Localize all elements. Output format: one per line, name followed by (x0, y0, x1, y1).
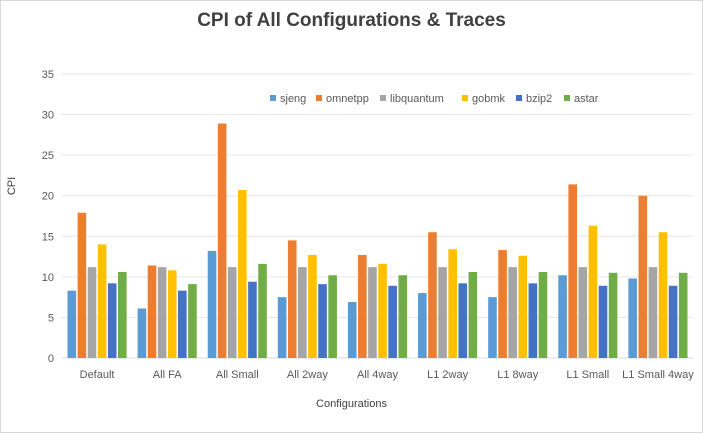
bar-libquantum (227, 267, 237, 358)
bar-bzip2 (178, 290, 187, 358)
bar-omnetpp (77, 212, 87, 358)
y-tick-label: 30 (42, 110, 54, 122)
bar-astar (118, 271, 127, 358)
bar-sjeng (628, 278, 637, 358)
bar-libquantum (157, 267, 167, 358)
legend-swatch-astar (564, 95, 570, 101)
bar-omnetpp (147, 265, 157, 358)
bar-sjeng (347, 302, 357, 358)
bar-gobmk (308, 254, 317, 358)
bar-libquantum (298, 267, 307, 358)
bar-sjeng (418, 293, 427, 358)
bar-libquantum (438, 267, 447, 358)
bar-astar (538, 271, 548, 358)
y-tick-label: 0 (48, 353, 54, 365)
bar-sjeng (558, 275, 567, 358)
bar-astar (328, 275, 337, 358)
legend-swatch-bzip2 (516, 95, 522, 101)
bar-bzip2 (528, 283, 538, 358)
legend-label-libquantum: libquantum (390, 93, 444, 105)
legend-swatch-gobmk (462, 95, 468, 101)
bar-omnetpp (217, 123, 227, 358)
bar-astar (398, 275, 408, 358)
bar-gobmk (588, 225, 598, 358)
bar-omnetpp (638, 195, 648, 358)
legend: sjeng omnetpp libquantum gobmk bzip2 astar (270, 93, 599, 105)
x-tick-label: All 2way (287, 369, 328, 381)
x-tick-label: L1 2way (427, 369, 468, 381)
bar-astar (258, 263, 267, 358)
legend-label-bzip2: bzip2 (526, 93, 552, 105)
bar-libquantum (508, 267, 517, 358)
bar-gobmk (238, 190, 247, 358)
bar-gobmk (167, 270, 177, 358)
bar-astar (678, 272, 688, 358)
x-tick-label: All Small (216, 369, 259, 381)
y-tick-label: 10 (42, 272, 54, 284)
gridlines (62, 73, 693, 359)
bar-omnetpp (568, 184, 577, 358)
chart-title: CPI of All Configurations & Traces (197, 10, 506, 31)
bar-sjeng (207, 250, 217, 358)
bar-bzip2 (107, 283, 117, 358)
x-tick-label: L1 Small 4way (622, 369, 694, 381)
legend-swatch-omnetpp (316, 95, 322, 101)
x-tick-label: L1 Small (566, 369, 609, 381)
bars (67, 123, 688, 358)
bar-astar (608, 272, 618, 358)
legend-swatch-sjeng (270, 95, 276, 101)
legend-label-sjeng: sjeng (280, 93, 306, 105)
bar-sjeng (277, 297, 287, 358)
bar-sjeng (488, 297, 497, 358)
x-tick-label: All 4way (357, 369, 398, 381)
bar-omnetpp (498, 250, 507, 358)
legend-swatch-libquantum (380, 95, 386, 101)
bar-gobmk (448, 249, 457, 358)
bar-bzip2 (388, 285, 397, 358)
x-tick-label: L1 8way (497, 369, 538, 381)
legend-label-astar: astar (574, 93, 599, 105)
bar-libquantum (87, 267, 97, 358)
y-tick-label: 5 (48, 312, 54, 324)
bar-gobmk (378, 263, 387, 358)
bar-bzip2 (668, 285, 678, 358)
bar-libquantum (578, 267, 588, 358)
legend-label-omnetpp: omnetpp (326, 93, 369, 105)
bar-omnetpp (358, 254, 367, 358)
bar-omnetpp (428, 232, 437, 358)
y-tick-label: 35 (42, 69, 54, 81)
y-tick-label: 15 (42, 231, 54, 243)
y-tick-label: 25 (42, 150, 54, 162)
x-tick-labels: Default All FA All Small All 2way All 4way L1… (80, 369, 695, 381)
bar-sjeng (67, 290, 77, 358)
bar-bzip2 (248, 281, 257, 358)
bar-bzip2 (318, 284, 327, 358)
bar-gobmk (97, 244, 107, 358)
bar-omnetpp (287, 240, 297, 358)
x-axis-title: Configurations (316, 398, 387, 410)
y-tick-label: 20 (42, 191, 54, 203)
y-tick-labels: 0 5 10 15 20 25 30 35 (42, 69, 54, 365)
bar-astar (188, 284, 197, 358)
bar-libquantum (368, 267, 377, 358)
bar-astar (468, 271, 478, 358)
bar-sjeng (137, 308, 147, 358)
bar-gobmk (518, 255, 528, 358)
bar-libquantum (648, 267, 658, 358)
bar-bzip2 (458, 283, 468, 358)
bar-bzip2 (598, 285, 608, 358)
x-tick-label: Default (80, 369, 115, 381)
bar-gobmk (658, 232, 668, 358)
x-tick-label: All FA (153, 369, 182, 381)
legend-label-gobmk: gobmk (472, 93, 506, 105)
